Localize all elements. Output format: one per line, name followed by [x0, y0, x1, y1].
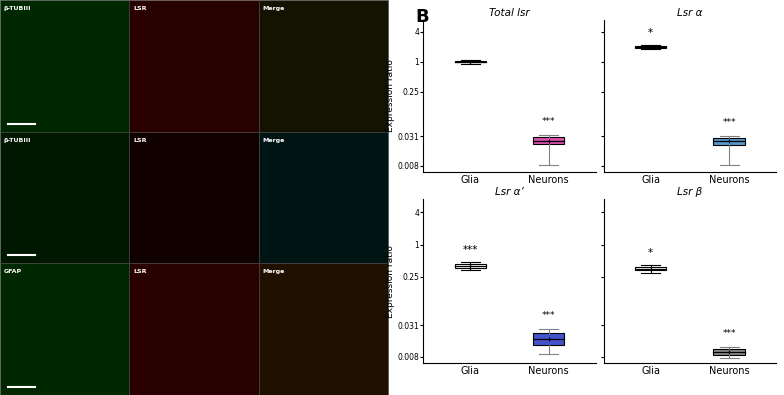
Text: β-TUBIII: β-TUBIII [4, 137, 31, 143]
Text: ***: *** [542, 117, 556, 126]
Bar [259, 0, 388, 132]
Bar [129, 263, 259, 395]
Text: LSR: LSR [133, 137, 147, 143]
Text: ***: *** [722, 118, 736, 127]
Title: Total lsr: Total lsr [489, 8, 530, 18]
Text: ***: *** [722, 329, 736, 338]
Text: GFAP: GFAP [4, 269, 22, 274]
FancyBboxPatch shape [533, 137, 564, 144]
FancyBboxPatch shape [635, 267, 666, 271]
Bar [129, 132, 259, 263]
Text: B: B [416, 8, 429, 26]
Text: Merge: Merge [263, 269, 285, 274]
Title: Lsr α: Lsr α [677, 8, 702, 18]
Title: Lsr β: Lsr β [677, 187, 702, 198]
Bar [0, 132, 129, 263]
Title: Lsr α’: Lsr α’ [495, 187, 524, 198]
FancyBboxPatch shape [455, 264, 486, 268]
FancyBboxPatch shape [713, 349, 745, 356]
Text: *: * [648, 248, 653, 258]
FancyBboxPatch shape [713, 138, 745, 145]
Text: ***: *** [542, 311, 556, 320]
Text: Merge: Merge [263, 6, 285, 11]
FancyBboxPatch shape [455, 61, 486, 62]
Y-axis label: Expression ratio: Expression ratio [386, 59, 394, 132]
Bar [0, 263, 129, 395]
Bar [259, 263, 388, 395]
Text: β-TUBIII: β-TUBIII [4, 6, 31, 11]
Text: ***: *** [463, 245, 478, 255]
Bar [259, 132, 388, 263]
Text: LSR: LSR [133, 6, 147, 11]
Text: *: * [648, 28, 653, 38]
Text: LSR: LSR [133, 269, 147, 274]
FancyBboxPatch shape [533, 333, 564, 346]
Bar [129, 0, 259, 132]
FancyBboxPatch shape [635, 46, 666, 48]
Bar [0, 0, 129, 132]
Y-axis label: Expression ratio: Expression ratio [386, 245, 394, 318]
Text: Merge: Merge [263, 137, 285, 143]
